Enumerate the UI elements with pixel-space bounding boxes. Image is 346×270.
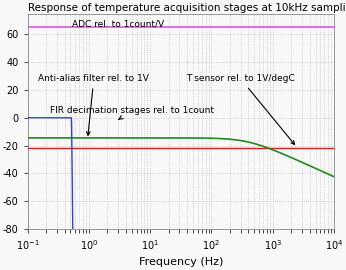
Text: ADC rel. to 1count/V: ADC rel. to 1count/V xyxy=(72,19,164,28)
Text: Anti-alias filter rel. to 1V: Anti-alias filter rel. to 1V xyxy=(38,74,149,135)
Text: Response of temperature acquisition stages at 10kHz sampling rat: Response of temperature acquisition stag… xyxy=(28,3,346,13)
X-axis label: Frequency (Hz): Frequency (Hz) xyxy=(139,257,223,267)
Text: T sensor rel. to 1V/degC: T sensor rel. to 1V/degC xyxy=(186,74,295,144)
Text: FIR decimation stages rel. to 1count: FIR decimation stages rel. to 1count xyxy=(50,106,214,120)
